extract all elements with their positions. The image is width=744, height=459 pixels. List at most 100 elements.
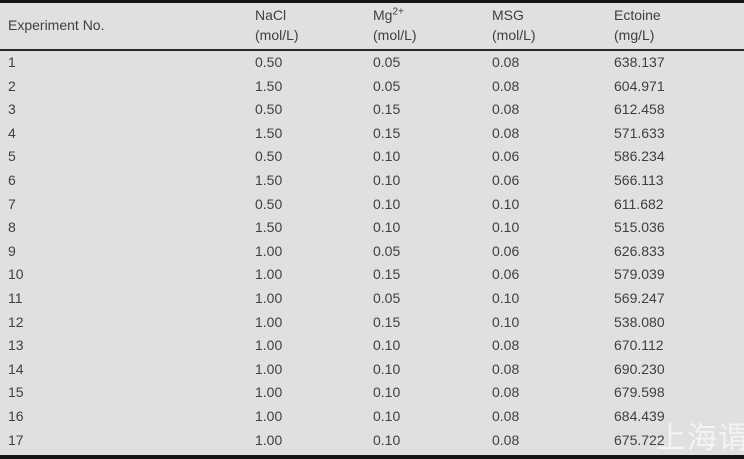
value-cell: 0.08 [492,431,520,448]
table-row: 8 1.50 0.10 0.10 515.036 [0,216,744,240]
value-cell: 626.833 [614,242,665,259]
value-cell: 0.10 [492,195,520,212]
value-cell: 0.08 [492,54,520,70]
value-cell: 638.137 [614,54,665,70]
table-row: 11 1.00 0.05 0.10 569.247 [0,287,744,311]
value-cell: 0.50 [255,148,283,165]
value-cell: 1.50 [255,219,283,236]
value-cell: 0.05 [373,289,401,306]
value-cell: 1.50 [255,77,283,94]
col-header-unit: (mg/L) [614,27,655,43]
experiment-no-cell: 7 [8,195,16,212]
value-cell: 0.10 [373,360,401,377]
value-cell: 1.50 [255,171,283,188]
experiment-no-cell: 1 [8,54,16,70]
table-row: 15 1.00 0.10 0.08 679.598 [0,381,744,405]
value-cell: 670.112 [614,337,664,354]
value-cell: 0.10 [492,219,520,236]
col-header-label: Mg2+ [373,6,404,23]
value-cell: 569.247 [614,289,665,306]
col-header-unit: (mol/L) [492,27,536,43]
experiment-no-cell: 3 [8,101,16,118]
value-cell: 566.113 [614,171,664,188]
value-cell: 0.08 [492,77,520,94]
experiment-no-cell: 4 [8,124,16,141]
value-cell: 0.10 [373,431,401,448]
value-cell: 612.458 [614,101,665,118]
value-cell: 1.00 [255,431,283,448]
col-header-label: Experiment No. [8,17,105,33]
value-cell: 0.10 [492,313,520,330]
table-body: 1 0.50 0.05 0.08 638.137 2 1.50 0.05 0.08 604.971… [0,51,744,452]
value-cell: 0.50 [255,195,283,212]
table-row: 1 0.50 0.05 0.08 638.137 [0,51,744,75]
table-row: 5 0.50 0.10 0.06 586.234 [0,145,744,169]
value-cell: 0.50 [255,101,283,118]
table-row: 10 1.00 0.15 0.06 579.039 [0,263,744,287]
value-cell: 0.10 [373,171,401,188]
value-cell: 0.10 [492,289,520,306]
value-cell: 0.10 [373,219,401,236]
value-cell: 0.08 [492,101,520,118]
value-cell: 0.05 [373,242,401,259]
value-cell: 579.039 [614,266,665,283]
experiment-no-cell: 9 [8,242,16,259]
value-cell: 0.15 [373,313,401,330]
value-cell: 0.05 [373,54,401,70]
experiment-no-cell: 13 [8,337,24,354]
table-row: 16 1.00 0.10 0.08 684.439 [0,405,744,429]
value-cell: 0.06 [492,266,520,283]
value-cell: 690.230 [614,360,665,377]
col-header-label: Ectoine [614,7,661,23]
value-cell: 611.682 [614,195,664,212]
experiment-no-cell: 12 [8,313,24,330]
value-cell: 1.00 [255,360,283,377]
value-cell: 0.15 [373,101,401,118]
value-cell: 679.598 [614,384,665,401]
value-cell: 0.15 [373,266,401,283]
experiment-no-cell: 17 [8,431,24,448]
table-row: 14 1.00 0.10 0.08 690.230 [0,358,744,382]
experiment-no-cell: 11 [8,289,23,306]
value-cell: 0.08 [492,407,520,424]
experiment-no-cell: 6 [8,171,16,188]
experiment-no-cell: 2 [8,77,16,94]
value-cell: 0.08 [492,124,520,141]
value-cell: 0.08 [492,337,520,354]
table-row: 9 1.00 0.05 0.06 626.833 [0,240,744,264]
experiment-no-cell: 10 [8,266,24,283]
col-header-ectoine: Ectoine (mg/L) [606,3,736,49]
table-row: 7 0.50 0.10 0.10 611.682 [0,193,744,217]
value-cell: 1.00 [255,384,283,401]
experiment-no-cell: 14 [8,360,24,377]
value-cell: 0.10 [373,195,401,212]
value-cell: 0.10 [373,407,401,424]
table-row: 12 1.00 0.15 0.10 538.080 [0,311,744,335]
experiment-no-cell: 15 [8,384,24,401]
value-cell: 1.00 [255,289,283,306]
value-cell: 0.08 [492,360,520,377]
value-cell: 675.722 [614,431,665,448]
experiment-no-cell: 5 [8,148,16,165]
value-cell: 604.971 [614,77,665,94]
value-cell: 0.06 [492,242,520,259]
table-row: 4 1.50 0.15 0.08 571.633 [0,122,744,146]
value-cell: 0.50 [255,54,283,70]
col-header-mg: Mg2+ (mol/L) [365,3,484,49]
value-cell: 0.10 [373,384,401,401]
col-header-label: NaCl [255,7,287,23]
value-cell: 0.06 [492,171,520,188]
value-cell: 538.080 [614,313,665,330]
value-cell: 1.00 [255,266,283,283]
table-row: 2 1.50 0.05 0.08 604.971 [0,75,744,99]
value-cell: 1.00 [255,242,283,259]
value-cell: 586.234 [614,148,665,165]
value-cell: 571.633 [614,124,665,141]
col-header-unit: (mol/L) [255,27,299,43]
col-header-msg: MSG (mol/L) [484,3,606,49]
value-cell: 1.00 [255,407,283,424]
value-cell: 0.10 [373,148,401,165]
col-header-unit: (mol/L) [373,27,417,43]
value-cell: 0.05 [373,77,401,94]
